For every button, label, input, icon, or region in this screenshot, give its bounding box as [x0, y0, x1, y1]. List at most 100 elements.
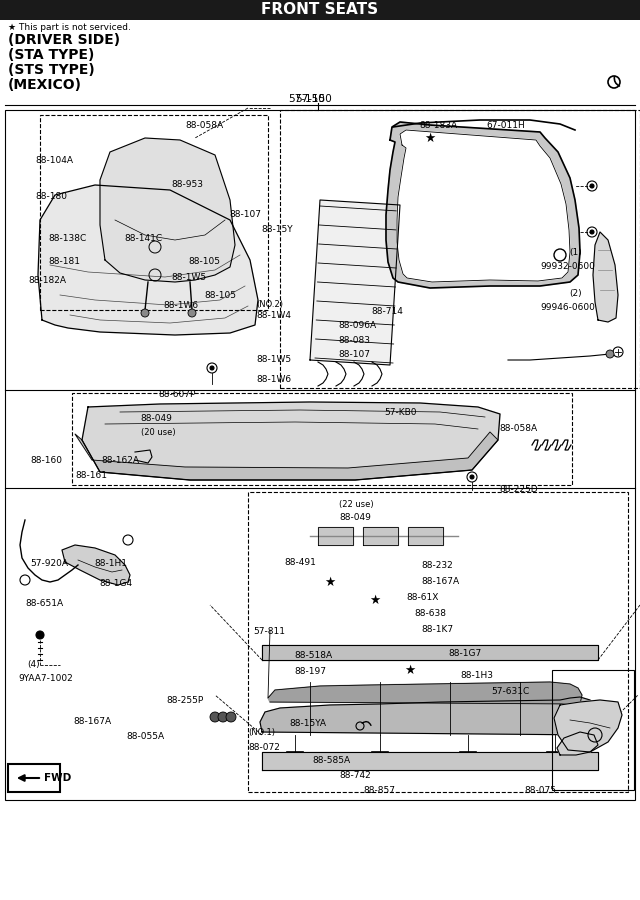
Polygon shape	[363, 527, 398, 545]
Text: ★: ★	[324, 575, 335, 589]
Text: 88-15YA: 88-15YA	[289, 719, 326, 728]
Bar	[552, 670, 634, 790]
Text: 88-857: 88-857	[364, 786, 396, 795]
Text: 57-811: 57-811	[253, 627, 285, 636]
Text: 88-1W4: 88-1W4	[256, 310, 291, 320]
Text: (20 use): (20 use)	[141, 428, 175, 436]
Circle shape	[470, 475, 474, 479]
Text: 88-180: 88-180	[35, 192, 67, 201]
Text: 88-141C: 88-141C	[125, 234, 163, 243]
Text: 88-1W6: 88-1W6	[256, 375, 291, 384]
Text: 88-1H3: 88-1H3	[461, 670, 494, 680]
Bar	[8, 764, 60, 792]
Text: (NO.1): (NO.1)	[248, 728, 275, 737]
Text: (2): (2)	[570, 289, 582, 298]
Circle shape	[218, 712, 228, 722]
Text: 88-585A: 88-585A	[312, 756, 351, 765]
Text: 88-161: 88-161	[76, 471, 108, 480]
Bar	[248, 492, 628, 792]
Polygon shape	[262, 645, 598, 660]
Text: (1): (1)	[570, 248, 582, 256]
Polygon shape	[557, 732, 598, 755]
Text: 88-1W5: 88-1W5	[172, 273, 207, 282]
Circle shape	[36, 631, 44, 639]
Text: 88-1H1: 88-1H1	[95, 559, 128, 568]
Polygon shape	[593, 232, 618, 322]
Text: FWD: FWD	[44, 773, 71, 783]
Text: 88-225D: 88-225D	[499, 485, 538, 494]
Text: 88-197: 88-197	[294, 667, 326, 676]
Circle shape	[141, 309, 149, 317]
Polygon shape	[408, 527, 443, 545]
Polygon shape	[262, 752, 598, 770]
Text: 88-107: 88-107	[229, 210, 261, 219]
Text: 88-181: 88-181	[48, 256, 80, 266]
Text: 88-160: 88-160	[31, 456, 63, 465]
Text: 88-1G7: 88-1G7	[448, 649, 481, 658]
Text: 57-631C: 57-631C	[492, 687, 530, 696]
Text: (22 use): (22 use)	[339, 500, 374, 508]
Polygon shape	[82, 402, 500, 480]
Text: 88-072: 88-072	[248, 742, 280, 752]
Text: 88-138C: 88-138C	[48, 234, 86, 243]
Circle shape	[226, 712, 236, 722]
Text: 88-049: 88-049	[141, 414, 173, 423]
Circle shape	[590, 184, 594, 188]
Text: 88-1K7: 88-1K7	[421, 626, 453, 634]
Text: FRONT SEATS: FRONT SEATS	[261, 3, 379, 17]
Circle shape	[210, 366, 214, 370]
Circle shape	[188, 309, 196, 317]
Text: ★: ★	[369, 593, 381, 607]
Text: 99946-0600: 99946-0600	[541, 303, 596, 312]
Text: 57-920A: 57-920A	[31, 559, 68, 568]
Text: 88-638: 88-638	[415, 609, 447, 618]
Polygon shape	[554, 700, 622, 752]
Circle shape	[210, 712, 220, 722]
Text: 88-167A: 88-167A	[74, 717, 112, 726]
Text: 88-953: 88-953	[172, 180, 204, 189]
Text: 88-1G4: 88-1G4	[99, 579, 132, 588]
Polygon shape	[318, 527, 353, 545]
Text: 88-162A: 88-162A	[101, 456, 139, 465]
Bar	[72, 393, 572, 485]
Polygon shape	[268, 682, 582, 704]
Polygon shape	[310, 200, 400, 365]
Polygon shape	[100, 138, 235, 282]
Text: 88-049: 88-049	[339, 513, 371, 522]
Text: (DRIVER SIDE): (DRIVER SIDE)	[8, 33, 120, 47]
Polygon shape	[260, 697, 600, 735]
Text: 88-058A: 88-058A	[186, 122, 224, 130]
Polygon shape	[397, 130, 570, 282]
Text: 88-61X: 88-61X	[406, 593, 439, 602]
Text: ★ This part is not serviced.: ★ This part is not serviced.	[8, 22, 131, 32]
Text: (STA TYPE): (STA TYPE)	[8, 48, 94, 62]
Text: 88-742: 88-742	[339, 771, 371, 780]
Text: 57-150: 57-150	[288, 94, 324, 104]
Text: 88-491: 88-491	[285, 558, 317, 567]
Text: 88-607P: 88-607P	[159, 390, 196, 399]
Text: 88-183A: 88-183A	[419, 122, 458, 130]
Text: 88-083: 88-083	[338, 336, 370, 345]
Text: 99932-0600: 99932-0600	[541, 262, 596, 271]
Text: 88-055A: 88-055A	[127, 732, 165, 741]
Text: 88-232: 88-232	[421, 561, 453, 570]
Text: 88-255P: 88-255P	[166, 696, 204, 705]
Text: (STS TYPE): (STS TYPE)	[8, 63, 95, 77]
Text: 88-1W6: 88-1W6	[163, 302, 198, 310]
Text: 9YAA7-1002: 9YAA7-1002	[18, 674, 73, 683]
Text: 88-714: 88-714	[371, 307, 403, 316]
Circle shape	[606, 350, 614, 358]
Polygon shape	[38, 185, 258, 335]
Text: 67-011H: 67-011H	[486, 122, 525, 130]
Text: 88-104A: 88-104A	[35, 156, 73, 165]
Text: 88-167A: 88-167A	[421, 577, 460, 586]
Bar	[5, 110, 635, 800]
Text: 88-105: 88-105	[189, 256, 221, 266]
Text: 88-651A: 88-651A	[26, 598, 64, 608]
Bar	[280, 110, 640, 388]
Text: (NO.2): (NO.2)	[256, 300, 283, 309]
Polygon shape	[386, 122, 580, 288]
Text: 88-1W5: 88-1W5	[256, 356, 291, 364]
Text: 88-182A: 88-182A	[29, 276, 67, 285]
Polygon shape	[62, 545, 130, 585]
